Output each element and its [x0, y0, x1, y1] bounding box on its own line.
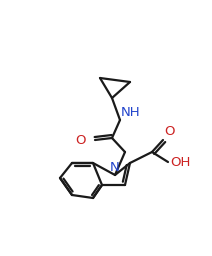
Text: NH: NH — [121, 106, 141, 119]
Text: OH: OH — [170, 156, 190, 169]
Text: O: O — [75, 133, 86, 146]
Text: N: N — [110, 161, 120, 174]
Text: O: O — [164, 125, 174, 138]
